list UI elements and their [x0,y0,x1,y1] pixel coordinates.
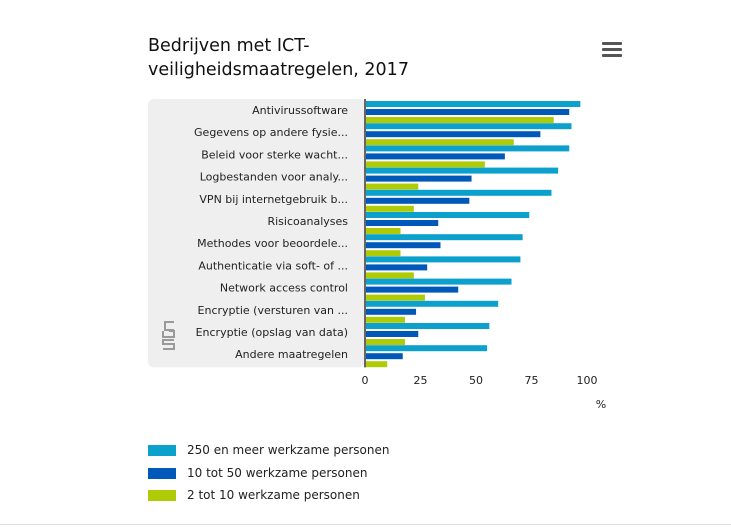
x-tick-label: 25 [414,374,428,387]
category-label: Gegevens op andere fysie... [194,126,348,139]
bar [365,353,403,360]
bar [365,316,405,323]
category-label: Logbestanden voor analy... [200,171,348,184]
cbs-logo-icon [162,321,175,350]
category-label: Encryptie (opslag van data) [196,326,348,339]
bar [365,109,570,115]
bar [365,197,470,204]
chart-title: Bedrijven met ICT-veiligheidsmaatregelen… [148,36,409,80]
category-label: Risicoanalyses [267,215,348,228]
bar [365,183,419,190]
bar [365,117,554,123]
legend-label: 10 tot 50 werkzame personen [187,465,368,480]
category-label: Network access control [220,282,348,295]
bar [365,250,401,257]
category-label: Authenticatie via soft- of ... [198,259,348,272]
x-tick-label: 0 [362,374,369,387]
category-label: VPN bij internetgebruik b... [199,193,348,206]
bar [365,286,459,293]
x-tick-label: 50 [469,374,483,387]
x-tick-label: 75 [525,374,539,387]
bar [365,139,514,146]
hamburger-menu-icon[interactable] [602,42,622,58]
bar [365,205,414,212]
bar [365,323,490,329]
bar [365,175,472,182]
bar [365,256,521,263]
bar [365,264,428,271]
bar [365,234,523,241]
plot-band [148,99,365,368]
bar [365,339,405,345]
bar [365,228,401,234]
bar [365,294,425,301]
category-label: Methodes voor beoordele... [197,237,348,250]
bottom-divider [0,524,731,525]
category-label: Andere maatregelen [235,348,348,361]
bar [365,345,488,352]
bar [365,101,581,107]
legend-swatch [148,490,176,501]
bar [365,167,559,174]
bar [365,300,499,307]
bar [365,123,572,130]
bar [365,242,441,249]
legend-swatch [148,467,176,479]
legend-label: 2 tot 10 werkzame personen [187,488,360,502]
x-axis-label: % [596,398,606,411]
bar [365,145,570,152]
bar [365,131,541,138]
legend-label: 250 en meer werkzame personen [187,443,390,457]
bar [365,212,530,218]
category-label: Beleid voor sterke wacht... [201,148,348,161]
bar [365,161,485,168]
bar [365,272,414,279]
legend-swatch [148,445,176,456]
bar [365,361,388,368]
category-label: Encryptie (versturen van ... [198,304,348,317]
bar [365,308,417,315]
bar [365,153,505,160]
bar [365,331,419,337]
category-label: Antivirussoftware [252,104,348,117]
x-tick-label: 100 [577,374,598,387]
bar [365,278,512,285]
bar [365,189,552,196]
bar [365,220,439,226]
